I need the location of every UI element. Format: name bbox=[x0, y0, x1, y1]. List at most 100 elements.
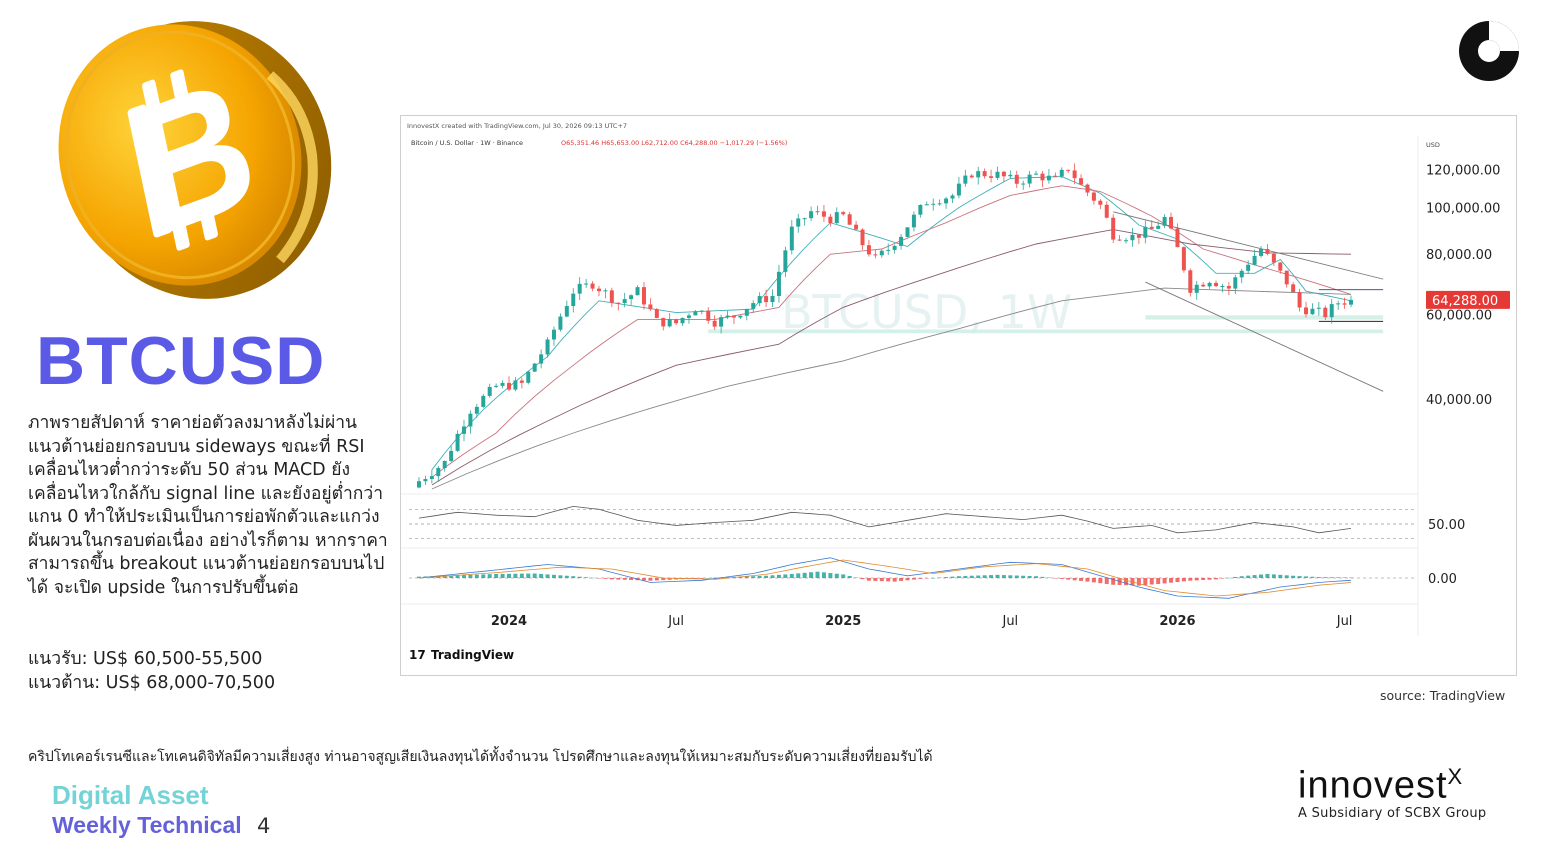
macd-hist-bar bbox=[693, 578, 698, 579]
candle-body bbox=[1059, 169, 1064, 177]
macd-hist-bar bbox=[802, 572, 807, 578]
macd-hist-bar bbox=[821, 572, 826, 578]
macd-hist-bar bbox=[1008, 575, 1013, 578]
macd-hist-bar bbox=[834, 573, 839, 578]
support-zone-0 bbox=[1145, 315, 1384, 320]
macd-hist-bar bbox=[629, 578, 634, 581]
y-tick-label: 60,000.00 bbox=[1426, 308, 1492, 323]
macd-hist-bar bbox=[1214, 578, 1219, 580]
macd-hist-bar bbox=[1149, 578, 1154, 585]
tradingview-logo-text: TradingView bbox=[431, 648, 514, 662]
candle-body bbox=[577, 283, 582, 294]
candle-body bbox=[706, 310, 711, 321]
candle-body bbox=[487, 386, 492, 396]
macd-hist-bar bbox=[783, 574, 788, 578]
brand-wordmark: innovest bbox=[1298, 764, 1448, 807]
macd-hist-bar bbox=[989, 575, 994, 578]
ma-line-long bbox=[431, 287, 1352, 490]
macd-hist-bar bbox=[462, 575, 466, 578]
macd-hist-bar bbox=[796, 573, 801, 578]
macd-hist-bar bbox=[616, 578, 621, 580]
candle-body bbox=[712, 320, 717, 327]
x-tick-label: 2024 bbox=[491, 614, 527, 629]
candle-body bbox=[1162, 216, 1167, 226]
macd-hist-bar bbox=[1169, 578, 1174, 583]
macd-hist-bar bbox=[1297, 576, 1302, 578]
brand-superscript: X bbox=[1447, 764, 1464, 789]
brand-name: innovestX bbox=[1298, 764, 1486, 808]
macd-hist-bar bbox=[976, 575, 981, 578]
candle-body bbox=[1021, 183, 1026, 185]
macd-hist-bar bbox=[744, 576, 749, 578]
candle-body bbox=[436, 468, 441, 477]
macd-hist-bar bbox=[841, 574, 846, 578]
candle-body bbox=[995, 171, 1000, 178]
candle-body bbox=[725, 315, 730, 318]
candle-body bbox=[1291, 284, 1296, 293]
macd-hist-bar bbox=[854, 577, 859, 579]
y-tick-label: 80,000.00 bbox=[1426, 248, 1492, 263]
macd-hist-bar bbox=[1194, 578, 1199, 581]
macd-hist-bar bbox=[924, 578, 929, 579]
candle-body bbox=[937, 203, 942, 205]
macd-hist-bar bbox=[596, 578, 601, 579]
candle-body bbox=[751, 303, 756, 309]
candle-body bbox=[596, 288, 601, 292]
candle-body bbox=[834, 212, 839, 224]
macd-hist-bar bbox=[648, 578, 653, 581]
macd-hist-bar bbox=[699, 578, 704, 579]
macd-hist-bar bbox=[847, 575, 852, 578]
macd-hist-bar bbox=[1220, 578, 1225, 579]
candle-body bbox=[796, 218, 801, 227]
candle-body bbox=[976, 171, 981, 178]
candle-body bbox=[886, 249, 891, 251]
macd-hist-bar bbox=[1072, 578, 1077, 581]
candle-body bbox=[918, 205, 923, 215]
macd-hist-bar bbox=[1246, 575, 1251, 578]
macd-hist-bar bbox=[776, 574, 781, 578]
macd-hist-bar bbox=[1278, 574, 1283, 578]
candle-body bbox=[989, 176, 994, 178]
macd-hist-bar bbox=[886, 578, 891, 582]
macd-hist-bar bbox=[571, 576, 576, 578]
candle-body bbox=[590, 283, 595, 289]
macd-hist-bar bbox=[1143, 578, 1148, 586]
macd-hist-bar bbox=[918, 578, 923, 579]
tradingview-logo-icon: 17 bbox=[409, 648, 426, 662]
macd-hist-bar bbox=[809, 572, 814, 578]
macd-hist-bar bbox=[956, 576, 961, 578]
candle-body bbox=[1104, 204, 1109, 218]
candle-body bbox=[1117, 239, 1122, 241]
candle-body bbox=[841, 212, 846, 215]
macd-hist-bar bbox=[1085, 578, 1090, 582]
candle-body bbox=[1169, 216, 1174, 229]
macd-hist-bar bbox=[1156, 578, 1161, 584]
macd-hist-bar bbox=[1233, 576, 1238, 578]
chart-ohlc: O65,351.46 H65,653.00 L62,712.00 C64,288… bbox=[561, 139, 787, 147]
candle-body bbox=[539, 354, 544, 364]
macd-hist-bar bbox=[1098, 578, 1103, 584]
macd-hist-bar bbox=[661, 578, 666, 581]
candle-body bbox=[1053, 175, 1058, 177]
macd-hist-bar bbox=[1188, 578, 1193, 581]
candle-body bbox=[1265, 249, 1270, 254]
candle-body bbox=[1316, 307, 1321, 309]
macd-hist-bar bbox=[603, 578, 608, 579]
macd-hist-bar bbox=[1265, 573, 1270, 578]
macd-hist-bar bbox=[1001, 575, 1006, 578]
macd-hist-bar bbox=[1201, 578, 1206, 581]
candle-body bbox=[873, 254, 878, 256]
candle-body bbox=[674, 319, 679, 324]
candle-body bbox=[1329, 304, 1334, 318]
candle-body bbox=[866, 245, 871, 255]
candle-body bbox=[950, 195, 955, 199]
bitcoin-coin-image bbox=[58, 21, 332, 299]
macd-hist-bar bbox=[1252, 575, 1257, 578]
x-tick-label: 2026 bbox=[1159, 614, 1195, 629]
candle-body bbox=[1246, 264, 1251, 271]
candle-body bbox=[860, 229, 865, 246]
macd-hist-bar bbox=[751, 576, 756, 578]
macd-hist-bar bbox=[866, 578, 871, 581]
macd-hist-bar bbox=[494, 573, 499, 578]
candle-body bbox=[931, 203, 936, 205]
